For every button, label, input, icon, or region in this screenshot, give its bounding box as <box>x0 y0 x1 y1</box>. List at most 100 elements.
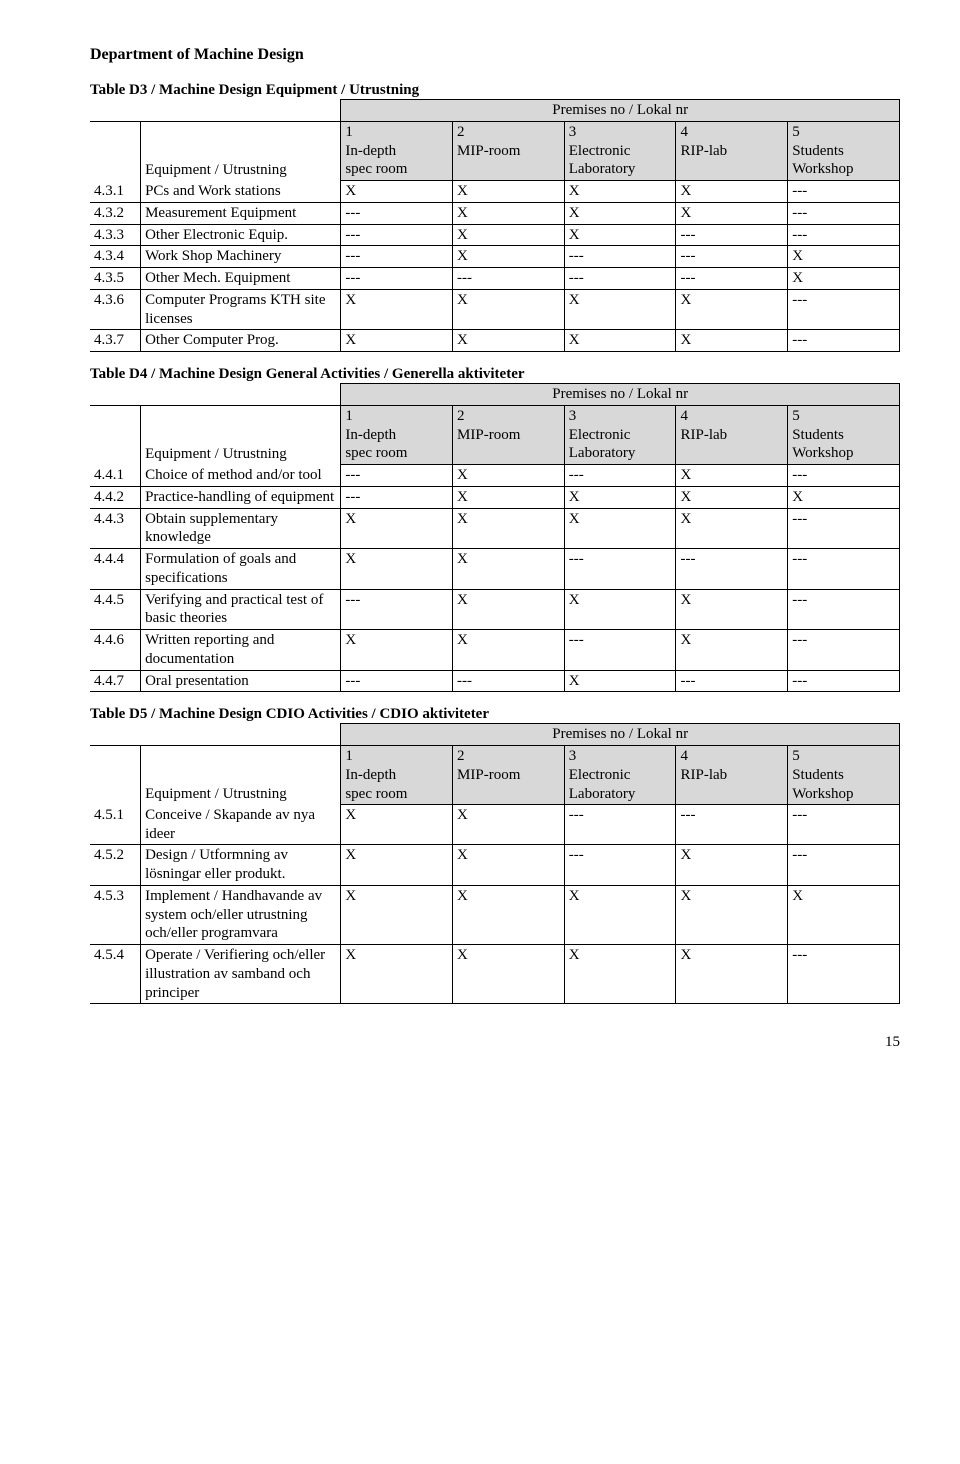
row-index: 4.3.6 <box>90 289 141 330</box>
table-title: Table D5 / Machine Design CDIO Activitie… <box>90 706 900 723</box>
column-line1: In-depth <box>345 426 448 445</box>
row-name: Choice of method and/or tool <box>141 465 341 487</box>
table-row: 4.4.7Oral presentation------X------ <box>90 670 900 692</box>
data-table: Premises no / Lokal nrEquipment / Utrust… <box>90 99 900 352</box>
table-title: Table D3 / Machine Design Equipment / Ut… <box>90 82 900 99</box>
value-cell: --- <box>341 589 453 630</box>
column-line1: RIP-lab <box>680 766 783 785</box>
value-cell: X <box>453 486 565 508</box>
table-row: 4.3.4Work Shop Machinery---X------X <box>90 246 900 268</box>
blank-cell <box>90 746 141 805</box>
premises-header: Premises no / Lokal nr <box>341 724 900 746</box>
blank-cell <box>90 100 341 122</box>
value-cell: --- <box>341 202 453 224</box>
column-header: 5StudentsWorkshop <box>788 405 900 464</box>
value-cell: X <box>453 508 565 549</box>
column-line1: MIP-room <box>457 766 560 785</box>
value-cell: X <box>676 486 788 508</box>
value-cell: X <box>453 630 565 671</box>
blank-cell <box>90 121 141 180</box>
value-cell: --- <box>676 549 788 590</box>
value-cell: --- <box>788 670 900 692</box>
column-line1: RIP-lab <box>680 142 783 161</box>
table-row: 4.4.2Practice-handling of equipment---XX… <box>90 486 900 508</box>
value-cell: X <box>341 549 453 590</box>
row-index: 4.4.7 <box>90 670 141 692</box>
column-header: 2MIP-room <box>453 746 565 805</box>
table-row: 4.5.2Design / Utformning av lösningar el… <box>90 845 900 886</box>
column-number: 4 <box>680 747 783 766</box>
value-cell: X <box>453 805 565 845</box>
column-line1: Electronic <box>569 142 672 161</box>
value-cell: X <box>564 589 676 630</box>
row-index: 4.3.4 <box>90 246 141 268</box>
value-cell: X <box>788 885 900 944</box>
value-cell: X <box>788 268 900 290</box>
table-row: 4.4.5Verifying and practical test of bas… <box>90 589 900 630</box>
value-cell: X <box>564 330 676 352</box>
page-number: 15 <box>90 1034 900 1051</box>
column-header: 5StudentsWorkshop <box>788 746 900 805</box>
value-cell: --- <box>788 508 900 549</box>
value-cell: --- <box>453 670 565 692</box>
value-cell: X <box>676 589 788 630</box>
row-name: Obtain supplementary knowledge <box>141 508 341 549</box>
column-line1: Students <box>792 766 895 785</box>
blank-cell <box>90 724 341 746</box>
row-index: 4.4.6 <box>90 630 141 671</box>
value-cell: X <box>453 465 565 487</box>
value-cell: X <box>453 885 565 944</box>
value-cell: --- <box>788 845 900 886</box>
value-cell: --- <box>676 268 788 290</box>
value-cell: X <box>564 945 676 1004</box>
column-header: 1In-depthspec room <box>341 121 453 180</box>
table-row: 4.4.3Obtain supplementary knowledgeXXXX-… <box>90 508 900 549</box>
column-header: 4RIP-lab <box>676 746 788 805</box>
value-cell: X <box>453 289 565 330</box>
table-row: 4.5.4Operate / Verifiering och/eller ill… <box>90 945 900 1004</box>
row-name: Other Electronic Equip. <box>141 224 341 246</box>
value-cell: --- <box>564 246 676 268</box>
column-number: 2 <box>457 747 560 766</box>
value-cell: --- <box>788 181 900 203</box>
table-row: 4.3.7Other Computer Prog.XXXX--- <box>90 330 900 352</box>
column-header: 3ElectronicLaboratory <box>564 121 676 180</box>
column-line2: spec room <box>345 785 448 804</box>
value-cell: X <box>453 549 565 590</box>
value-cell: --- <box>564 805 676 845</box>
value-cell: --- <box>676 246 788 268</box>
data-table: Premises no / Lokal nrEquipment / Utrust… <box>90 723 900 1004</box>
column-line1: RIP-lab <box>680 426 783 445</box>
value-cell: --- <box>341 224 453 246</box>
value-cell: X <box>564 181 676 203</box>
value-cell: X <box>676 289 788 330</box>
column-number: 5 <box>792 747 895 766</box>
value-cell: X <box>788 246 900 268</box>
table-row: 4.4.1Choice of method and/or tool---X---… <box>90 465 900 487</box>
value-cell: X <box>564 224 676 246</box>
value-cell: X <box>564 670 676 692</box>
column-header: 1In-depthspec room <box>341 405 453 464</box>
premises-header: Premises no / Lokal nr <box>341 100 900 122</box>
row-index: 4.3.1 <box>90 181 141 203</box>
value-cell: X <box>564 202 676 224</box>
premises-header: Premises no / Lokal nr <box>341 384 900 406</box>
equipment-header: Equipment / Utrustning <box>141 121 341 180</box>
column-number: 4 <box>680 407 783 426</box>
value-cell: --- <box>341 465 453 487</box>
value-cell: --- <box>788 224 900 246</box>
data-table: Premises no / Lokal nrEquipment / Utrust… <box>90 383 900 692</box>
value-cell: X <box>564 885 676 944</box>
row-index: 4.4.1 <box>90 465 141 487</box>
value-cell: X <box>676 465 788 487</box>
value-cell: X <box>453 181 565 203</box>
column-header: 2MIP-room <box>453 405 565 464</box>
column-header: 1In-depthspec room <box>341 746 453 805</box>
row-name: Implement / Handhavande av system och/el… <box>141 885 341 944</box>
value-cell: --- <box>676 224 788 246</box>
value-cell: X <box>564 508 676 549</box>
value-cell: --- <box>564 465 676 487</box>
table-row: 4.3.2Measurement Equipment---XXX--- <box>90 202 900 224</box>
value-cell: X <box>453 202 565 224</box>
value-cell: --- <box>788 465 900 487</box>
